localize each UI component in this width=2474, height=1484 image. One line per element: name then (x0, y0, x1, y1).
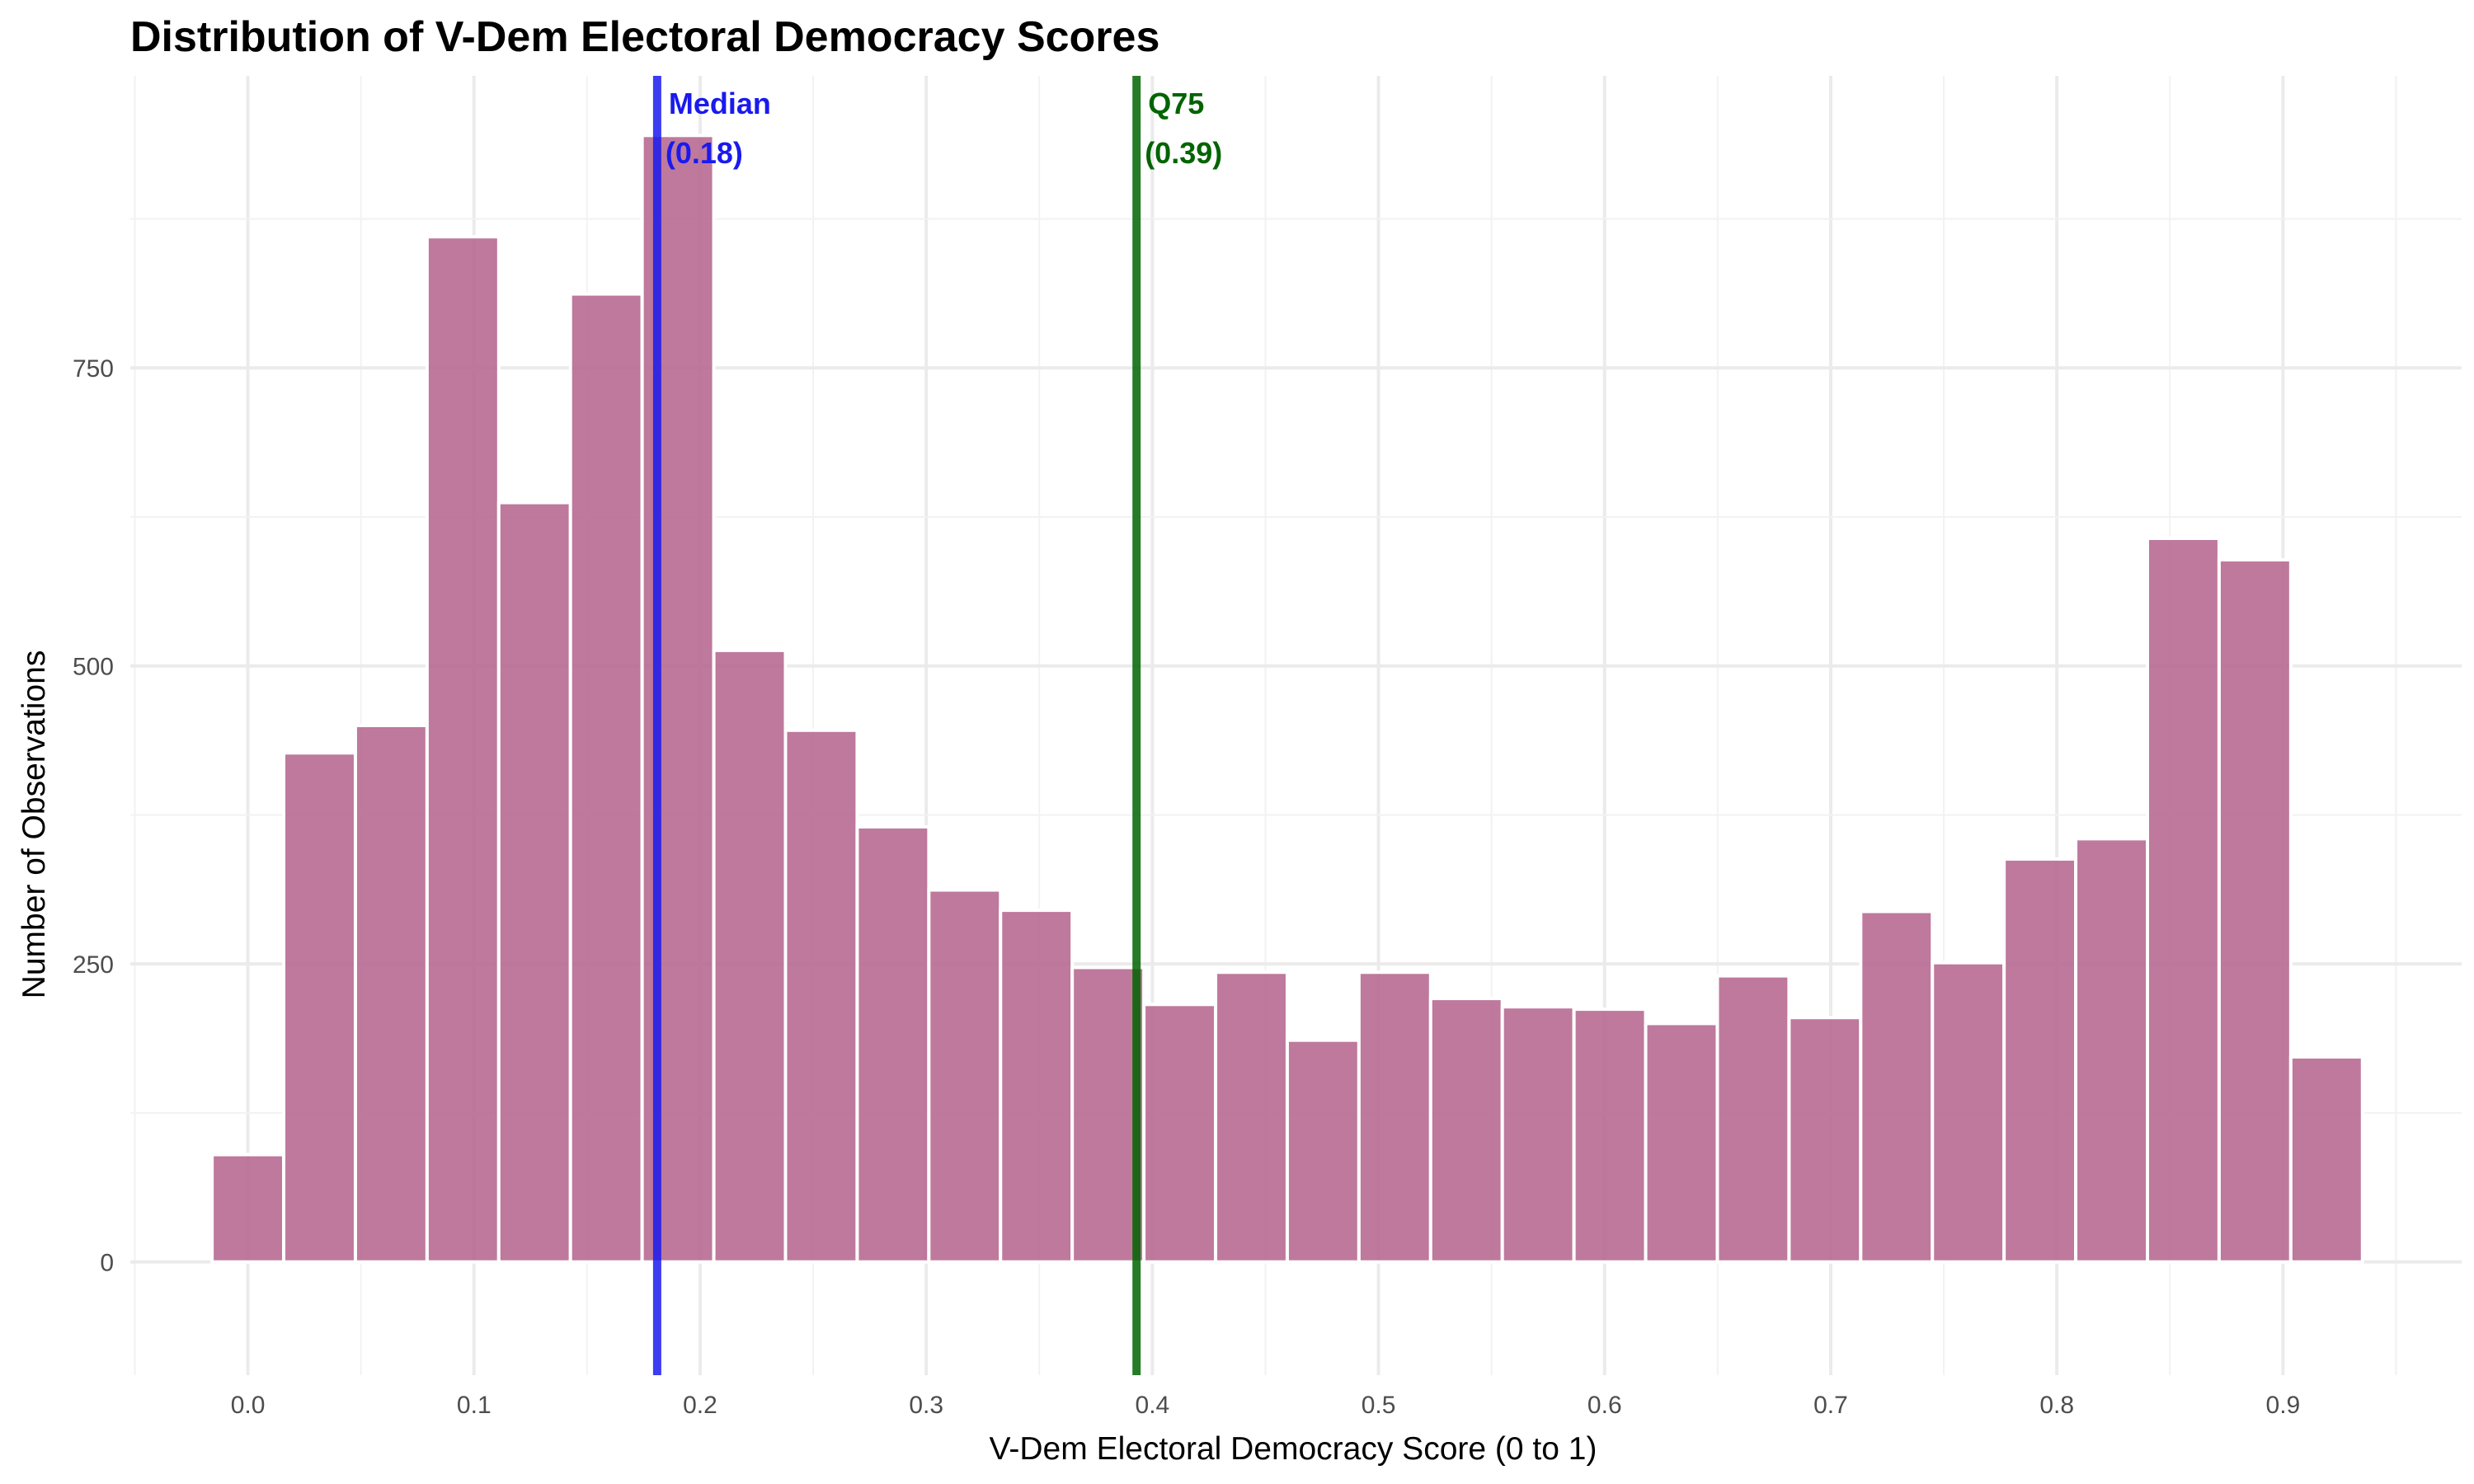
histogram-bar (1214, 970, 1289, 1264)
histogram-bar (712, 648, 788, 1264)
histogram-bar (2002, 857, 2078, 1264)
y-tick-label: 500 (73, 654, 114, 681)
histogram-bar (999, 909, 1075, 1264)
histogram-bar (783, 728, 859, 1264)
histogram-bar (1142, 1003, 1218, 1264)
histogram-bar (425, 235, 501, 1264)
x-tick-label: 0.6 (1587, 1392, 1622, 1419)
histogram-bar (1787, 1016, 1863, 1264)
histogram-bar (496, 500, 572, 1264)
y-axis-ticks: 0 250 500 750 (73, 355, 114, 1276)
y-axis-label: Number of Observations (16, 650, 52, 999)
histogram-bar (640, 134, 716, 1264)
histogram-bar (1931, 960, 2006, 1264)
x-axis-label: V-Dem Electoral Democracy Score (0 to 1) (990, 1431, 1597, 1467)
x-tick-label: 0.0 (231, 1392, 266, 1419)
histogram-bar (855, 824, 931, 1264)
x-tick-label: 0.8 (2039, 1392, 2074, 1419)
histogram-bars (210, 134, 2364, 1264)
x-tick-label: 0.7 (1813, 1392, 1848, 1419)
x-tick-label: 0.5 (1362, 1392, 1396, 1419)
reference-line-value: (0.39) (1145, 136, 1222, 170)
histogram-bar (1572, 1007, 1648, 1264)
x-tick-label: 0.9 (2266, 1392, 2301, 1419)
x-tick-label: 0.3 (909, 1392, 943, 1419)
histogram-bar (1285, 1038, 1361, 1264)
histogram-bar (282, 751, 357, 1264)
histogram-bar (1500, 1005, 1576, 1264)
histogram-bar (1357, 970, 1432, 1264)
histogram-bar (2288, 1054, 2364, 1264)
x-tick-label: 0.2 (683, 1392, 717, 1419)
histogram-bar (1428, 997, 1504, 1264)
histogram-bar (353, 724, 429, 1264)
x-tick-label: 0.1 (457, 1392, 492, 1419)
histogram-bar (1859, 909, 1935, 1264)
x-tick-label: 0.4 (1136, 1392, 1170, 1419)
histogram-bar (1715, 974, 1791, 1264)
histogram-bar (210, 1153, 286, 1264)
histogram-bar (2074, 837, 2149, 1264)
histogram-bar (927, 888, 1003, 1264)
x-axis-ticks: 0.0 0.1 0.2 0.3 0.4 0.5 0.6 0.7 0.8 0.9 (231, 1392, 2301, 1419)
histogram-bar (568, 292, 644, 1264)
reference-line-value: (0.18) (666, 136, 743, 170)
histogram-bar (2145, 536, 2221, 1264)
histogram-bar (1644, 1021, 1719, 1264)
reference-lines: Median (0.18) Q75 (0.39) (652, 76, 1222, 1375)
reference-line-label: Median (669, 87, 771, 120)
chart-title: Distribution of V-Dem Electoral Democrac… (130, 13, 1159, 61)
y-tick-label: 0 (100, 1250, 114, 1277)
reference-line-label: Q75 (1148, 87, 1204, 120)
y-tick-label: 250 (73, 951, 114, 979)
y-tick-label: 750 (73, 355, 114, 383)
histogram-bar (2217, 558, 2293, 1264)
